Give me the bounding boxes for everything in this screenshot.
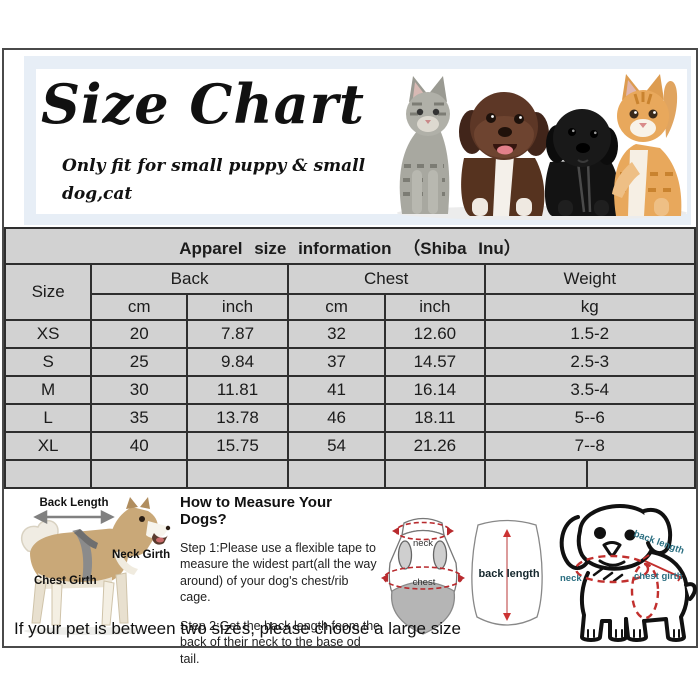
size-chart-panel: Size Chart Only fit for small puppy & sm… — [2, 48, 698, 666]
cell-back-cm: 20 — [90, 319, 189, 349]
puppy-neck-label: neck — [560, 573, 582, 584]
empty-cell — [286, 459, 387, 489]
back-length-arrow-icon — [33, 509, 115, 525]
chest-measure-icon — [381, 566, 465, 590]
back-length-label: Back Length — [39, 497, 108, 509]
cell-back-cm: 40 — [90, 431, 189, 461]
unit-back-inch: inch — [186, 293, 289, 321]
subtitle-line-1: Only fit for small puppy & small — [62, 156, 366, 176]
empty-cell — [90, 459, 189, 489]
cell-chest-inch: 18.11 — [384, 403, 486, 433]
empty-cell — [483, 459, 697, 489]
table-row: M 30 11.81 41 16.14 3.5-4 — [3, 375, 697, 405]
page-title: Size Chart — [41, 72, 365, 136]
garment-chest-label: chest — [413, 577, 436, 588]
dog-illustration — [20, 497, 171, 626]
cell-chest-inch: 16.14 — [384, 375, 486, 405]
cell-back-inch: 13.78 — [186, 403, 289, 433]
empty-cell — [3, 459, 93, 489]
dog-measure-illustration: Back Length Neck Girth Chest Girth — [20, 497, 171, 635]
bottom-section: Back Length Neck Girth Chest Girth How t… — [4, 489, 697, 666]
unit-chest-inch: inch — [384, 293, 486, 321]
empty-cell — [384, 459, 486, 489]
puppy-chest-girth-label: chest girth — [634, 571, 683, 582]
cell-back-inch: 7.87 — [186, 319, 289, 349]
cell-weight: 2.5-3 — [483, 347, 697, 377]
cell-chest-inch: 14.57 — [384, 347, 486, 377]
table-row: XS 20 7.87 32 12.60 1.5-2 — [3, 319, 697, 349]
cell-chest-cm: 46 — [286, 403, 387, 433]
size-table: Apparel size information （Shiba Inu） Siz… — [3, 227, 697, 489]
neck-girth-label: Neck Girth — [112, 549, 170, 561]
col-header-size: Size — [3, 263, 93, 321]
weight-divider — [585, 462, 588, 486]
col-header-back: Back — [90, 263, 289, 295]
table-caption: Apparel size information （Shiba Inu） — [4, 227, 696, 265]
col-header-weight: Weight — [483, 263, 697, 295]
cell-size: L — [3, 403, 93, 433]
cell-weight: 1.5-2 — [483, 319, 697, 349]
table-row: L 35 13.78 46 18.11 5--6 — [3, 403, 697, 433]
cell-weight: 3.5-4 — [483, 375, 697, 405]
header-section: Size Chart Only fit for small puppy & sm… — [4, 50, 696, 227]
cell-chest-cm: 32 — [286, 319, 387, 349]
cell-back-inch: 9.84 — [186, 347, 289, 377]
brown-puppy — [459, 92, 549, 216]
unit-chest-cm: cm — [286, 293, 387, 321]
garment-front-view — [388, 517, 458, 635]
cell-size: XL — [3, 431, 93, 461]
unit-weight-kg: kg — [483, 293, 697, 321]
cell-back-inch: 15.75 — [186, 431, 289, 461]
cell-chest-inch: 21.26 — [384, 431, 486, 461]
orange-kitten — [612, 74, 682, 216]
table-row: XL 40 15.75 54 21.26 7--8 — [3, 431, 697, 461]
cell-size: M — [3, 375, 93, 405]
pets-photo — [397, 74, 687, 220]
col-header-chest: Chest — [286, 263, 486, 295]
garment-neck-label: neck — [413, 538, 433, 549]
back-length-measure-icon — [503, 529, 511, 621]
cell-back-inch: 11.81 — [186, 375, 289, 405]
cell-chest-cm: 37 — [286, 347, 387, 377]
cell-chest-inch: 12.60 — [384, 319, 486, 349]
puppy-diagram: neck back length chest girth — [559, 504, 697, 642]
dog-shadow — [24, 627, 148, 635]
puppy-face — [594, 527, 636, 567]
neck-measure-icon — [392, 521, 454, 541]
empty-cell — [186, 459, 289, 489]
footer-note: If your pet is between two sizes, please… — [14, 619, 461, 638]
instructions-step2: Step 2:Get the back length feom the back… — [180, 619, 381, 666]
cell-weight: 7--8 — [483, 431, 697, 461]
cell-back-cm: 30 — [90, 375, 189, 405]
page-subtitle: Only fit for small puppy & small dog,cat — [62, 152, 392, 208]
garment-back-view: back length — [471, 519, 543, 626]
cell-size: XS — [3, 319, 93, 349]
cell-back-cm: 35 — [90, 403, 189, 433]
cell-chest-cm: 54 — [286, 431, 387, 461]
chest-girth-label: Chest Girth — [34, 575, 97, 587]
cell-weight: 5--6 — [483, 403, 697, 433]
cell-chest-cm: 41 — [286, 375, 387, 405]
table-empty-row — [3, 459, 697, 489]
instructions-heading: How to Measure Your Dogs? — [180, 494, 332, 528]
table-row: S 25 9.84 37 14.57 2.5-3 — [3, 347, 697, 377]
gray-kitten — [399, 76, 450, 214]
black-puppy — [544, 109, 620, 216]
instructions-step1: Step 1:Please use a flexible tape to mea… — [180, 541, 377, 604]
cell-size: S — [3, 347, 93, 377]
garment-back-length-label: back length — [478, 568, 539, 580]
unit-back-cm: cm — [90, 293, 189, 321]
cell-back-cm: 25 — [90, 347, 189, 377]
instructions: How to Measure Your Dogs? Step 1:Please … — [180, 494, 382, 680]
puppy-measure-lines-icon — [574, 554, 683, 620]
subtitle-line-2: dog,cat — [62, 184, 133, 205]
garment-diagram: neck chest back length — [381, 517, 543, 635]
